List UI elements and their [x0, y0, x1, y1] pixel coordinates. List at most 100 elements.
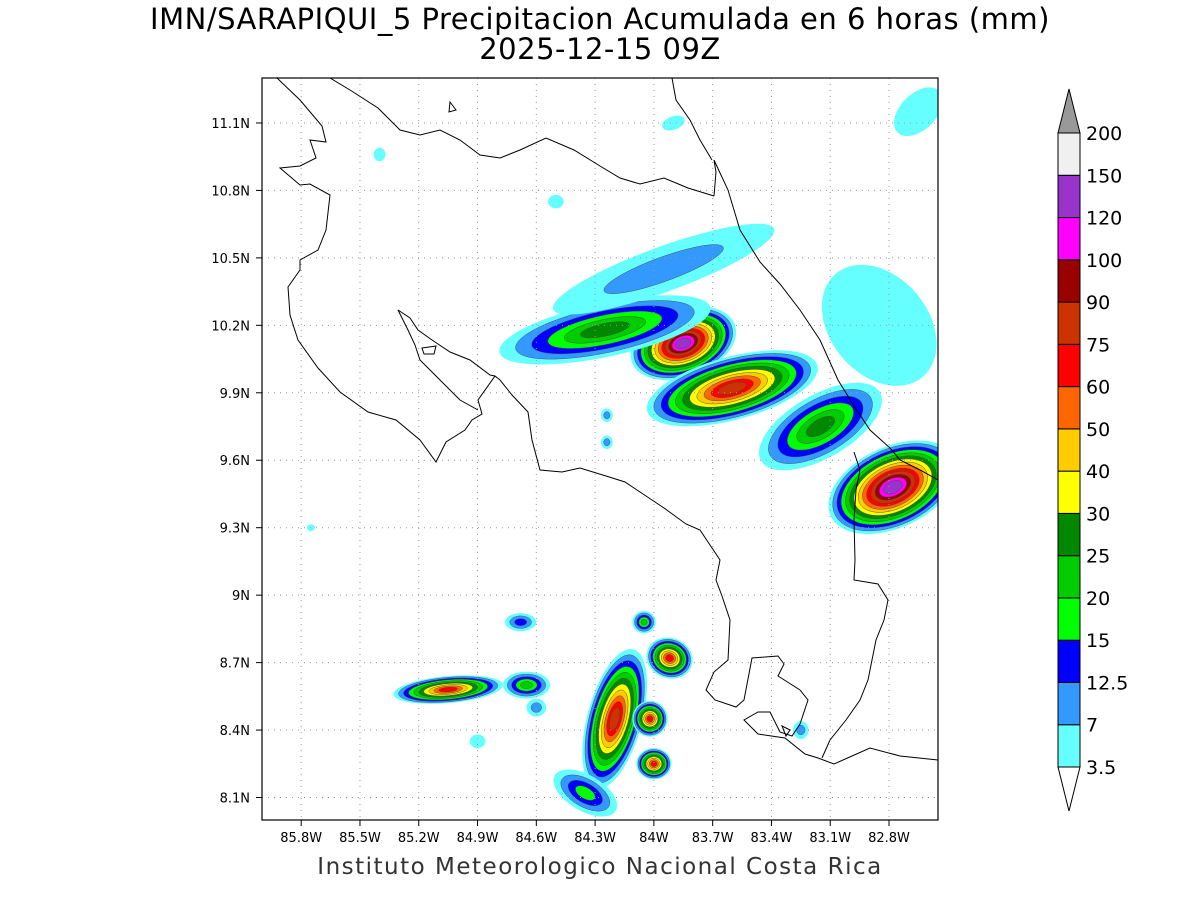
- lat-tick-label: 11.1N: [211, 117, 250, 132]
- colorbar-label: 15: [1086, 630, 1110, 652]
- lat-tick-label: 8.4N: [220, 724, 250, 739]
- precip-cell: [646, 350, 818, 427]
- precip-cell: [548, 194, 564, 209]
- colorbar-label: 150: [1086, 165, 1122, 187]
- precipitation-colorbar: 3.5 7 12.5 15 20 25 30 40 50 60 75 90 100 120 150 200: [1057, 88, 1128, 812]
- colorbar-swatch: [1057, 386, 1081, 430]
- colorbar-swatch: [1057, 597, 1081, 641]
- lat-tick-label: 9.6N: [220, 454, 250, 469]
- colorbar-label: 7: [1086, 715, 1098, 737]
- map-axes: 85.8W 85.5W 85.2W 84.9W 84.6W 84.3W 84W 83.7W 83…: [211, 117, 910, 846]
- colorbar-label: 20: [1086, 588, 1110, 610]
- colorbar-label: 12.5: [1086, 672, 1128, 694]
- lon-tick-label: 85.8W: [280, 831, 322, 846]
- map-frame: [261, 77, 939, 821]
- precip-cell: [503, 671, 551, 699]
- precip-cell: [504, 613, 537, 632]
- precip-contour-7: [603, 411, 611, 420]
- precip-contour-20: [640, 618, 648, 626]
- colorbar-swatch: [1057, 512, 1081, 557]
- precip-cell: [758, 382, 882, 471]
- lon-tick-label: 83.1W: [809, 831, 851, 846]
- precip-cell: [821, 264, 937, 386]
- colorbar-label: 50: [1086, 419, 1110, 441]
- colorbar-swatch: [1057, 343, 1081, 388]
- colorbar-swatch: [1057, 681, 1081, 726]
- precip-cell: [469, 734, 486, 749]
- precip-contour-60: [650, 760, 658, 767]
- colorbar-swatch: [1057, 301, 1081, 345]
- lon-tick-label: 83.4W: [751, 831, 793, 846]
- precip-contour-3.5: [548, 194, 564, 209]
- colorbar-label: 40: [1086, 461, 1110, 483]
- lon-tick-label: 84.9W: [457, 831, 499, 846]
- colorbar-label: 25: [1086, 546, 1110, 568]
- precip-cell: [393, 675, 503, 704]
- graticule-grid: [262, 78, 938, 820]
- precip-contour-75: [718, 381, 747, 395]
- precip-contour-12.5: [514, 618, 527, 626]
- precip-contour-25: [580, 321, 630, 339]
- colorbar-swatch: [1057, 217, 1081, 261]
- lat-tick-label: 10.2N: [211, 319, 250, 334]
- precip-contour-7: [603, 438, 611, 447]
- colorbar-label: 90: [1086, 292, 1110, 314]
- colorbar-label: 120: [1086, 208, 1122, 230]
- lat-tick-label: 8.1N: [220, 792, 250, 807]
- lon-tick-label: 85.5W: [339, 831, 381, 846]
- institution-credit: Instituto Meteorologico Nacional Costa R…: [317, 854, 883, 880]
- precip-cell: [894, 87, 938, 137]
- precip-contour-3.5: [894, 87, 938, 137]
- colorbar-label: 75: [1086, 334, 1110, 356]
- lon-tick-label: 84.3W: [574, 831, 616, 846]
- colorbar-label: 100: [1086, 250, 1122, 272]
- precip-contour-20: [520, 681, 533, 689]
- precip-contour-60: [665, 654, 674, 662]
- colorbar-swatch: [1057, 428, 1081, 472]
- precip-cell: [636, 748, 672, 780]
- precip-cell: [526, 698, 547, 717]
- precip-contour-60: [646, 715, 654, 723]
- lon-tick-label: 84W: [639, 831, 669, 846]
- precip-cell: [662, 115, 685, 131]
- lat-tick-label: 8.7N: [220, 657, 250, 672]
- precip-cell: [600, 435, 613, 449]
- precip-contour-120: [675, 337, 692, 349]
- lon-tick-label: 82.8W: [868, 831, 910, 846]
- precip-cell: [632, 700, 668, 737]
- precip-contour-3.5: [821, 264, 937, 386]
- colorbar-swatch: [1057, 174, 1081, 219]
- colorbar-label: 60: [1086, 377, 1110, 399]
- lat-tick-label: 9.3N: [220, 522, 250, 537]
- precipitation-field: [307, 87, 938, 817]
- precip-cell: [499, 295, 711, 365]
- precip-contour-60: [438, 686, 458, 693]
- lat-tick-label: 9N: [232, 589, 250, 604]
- precip-cell: [646, 637, 693, 679]
- colorbar-swatch: [1057, 470, 1081, 514]
- lat-tick-label: 10.5N: [211, 252, 250, 267]
- colorbar-overflow-arrow: [1057, 88, 1081, 134]
- map-title: IMN/SARAPIQUI_5 Precipitacion Acumulada …: [150, 2, 1050, 36]
- colorbar-swatch: [1057, 259, 1081, 303]
- precip-cell: [582, 648, 648, 789]
- precip-cell: [553, 769, 618, 817]
- colorbar-underflow-arrow: [1057, 766, 1081, 812]
- precip-contour-3.5: [469, 734, 486, 749]
- lon-tick-label: 85.2W: [398, 831, 440, 846]
- colorbar-swatch: [1057, 639, 1081, 683]
- coastline: [276, 78, 938, 765]
- precip-contour-7: [530, 702, 542, 713]
- lon-tick-label: 84.6W: [515, 831, 557, 846]
- colorbar-swatch: [1057, 555, 1081, 599]
- precip-cell: [373, 147, 386, 162]
- colorbar-swatch: [1057, 724, 1081, 768]
- precip-contour-3.5: [662, 115, 685, 131]
- precip-cell: [600, 408, 613, 423]
- map-valid-time: 2025-12-15 09Z: [479, 32, 721, 66]
- lat-tick-label: 10.8N: [211, 184, 250, 199]
- precip-contour-75: [609, 707, 621, 731]
- precip-cell: [552, 223, 775, 315]
- colorbar-swatch: [1057, 132, 1081, 176]
